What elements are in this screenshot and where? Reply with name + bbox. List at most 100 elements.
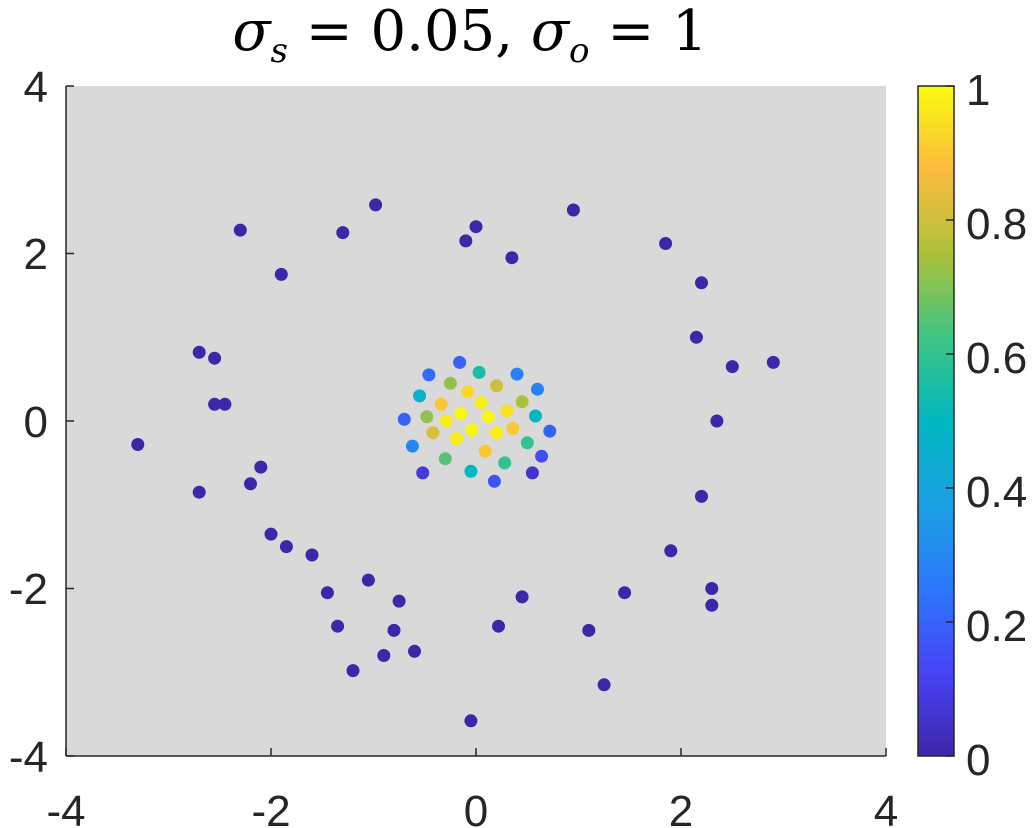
data-point	[274, 267, 288, 281]
y-tick-label: 4	[24, 63, 48, 112]
colorbar-tick-label: 0.8	[966, 200, 1027, 249]
colorbar-tick-label: 0	[966, 736, 990, 785]
data-point	[474, 396, 488, 410]
plot-area	[66, 86, 886, 756]
data-point	[487, 474, 501, 488]
data-point	[443, 376, 457, 390]
data-point	[336, 226, 350, 240]
data-point	[689, 330, 703, 344]
data-point	[566, 203, 580, 217]
data-point	[264, 527, 278, 541]
data-point	[439, 414, 453, 428]
data-point	[597, 678, 611, 692]
data-point	[490, 379, 503, 393]
title-text-2: = 1	[590, 0, 708, 64]
data-point	[515, 395, 529, 409]
data-point	[218, 397, 232, 411]
axis-ticks	[65, 85, 887, 757]
data-point	[413, 389, 427, 403]
data-point	[377, 649, 391, 662]
data-point	[387, 623, 401, 637]
data-point	[506, 422, 520, 435]
data-point	[416, 466, 430, 480]
data-point	[438, 452, 452, 466]
data-point	[331, 619, 345, 633]
title-subscript-2: o	[569, 31, 589, 71]
data-point	[320, 586, 334, 600]
data-point	[369, 198, 383, 212]
data-point	[525, 466, 539, 480]
x-tick-label: 0	[464, 787, 488, 828]
data-point	[464, 464, 478, 478]
data-point	[478, 444, 492, 458]
data-point	[505, 251, 519, 265]
data-point	[481, 410, 495, 424]
data-point	[279, 540, 293, 554]
colorbar-tick-label: 0.6	[966, 334, 1027, 383]
data-point	[531, 382, 544, 396]
x-tick-label: -4	[46, 787, 85, 828]
data-point	[664, 544, 678, 558]
chart-title: σs = 0.05, σo = 1	[232, 0, 707, 71]
data-point	[710, 414, 724, 428]
data-point	[510, 367, 524, 381]
data-point	[529, 409, 542, 423]
data-point	[422, 368, 436, 382]
data-point	[459, 234, 473, 248]
colorbar-tick-label: 1	[966, 66, 990, 115]
colorbar	[917, 85, 955, 757]
data-point	[543, 424, 557, 438]
data-point	[392, 594, 406, 608]
y-tick-label: -2	[9, 565, 48, 614]
data-point	[500, 404, 514, 418]
data-point	[705, 598, 719, 612]
data-point	[405, 439, 419, 453]
title-symbol-1: σ	[232, 0, 272, 64]
data-point	[695, 489, 708, 503]
data-point	[244, 477, 257, 491]
x-tick-label: -2	[251, 787, 290, 828]
data-point	[582, 623, 596, 637]
data-point	[695, 276, 708, 290]
data-point	[233, 223, 247, 237]
data-point	[254, 460, 268, 474]
y-tick-label: 2	[24, 230, 48, 279]
data-point	[520, 436, 534, 450]
colorbar-ticks	[946, 85, 954, 757]
y-tick-label: 0	[24, 398, 48, 447]
colorbar-tick-label: 0.4	[966, 468, 1027, 517]
title-subscript-1: s	[271, 31, 288, 71]
data-point	[454, 407, 468, 420]
data-point	[535, 449, 549, 463]
data-point	[420, 410, 434, 424]
data-point	[618, 586, 632, 600]
data-point	[453, 355, 467, 369]
y-tick-label: -4	[9, 733, 48, 782]
x-tick-label: 4	[874, 787, 898, 828]
data-points	[131, 198, 780, 728]
data-point	[192, 485, 206, 499]
x-tick-label: 2	[669, 787, 693, 828]
data-point	[464, 714, 478, 728]
data-point	[192, 345, 206, 359]
title-symbol-2: σ	[531, 0, 571, 64]
title-text-1: = 0.05,	[288, 0, 531, 64]
data-point	[397, 412, 411, 426]
data-point	[408, 644, 421, 658]
data-point	[131, 438, 145, 451]
data-point	[305, 548, 319, 562]
data-point	[492, 619, 505, 633]
data-point	[346, 664, 360, 678]
data-point	[208, 397, 222, 411]
data-point	[450, 432, 463, 446]
data-point	[490, 426, 503, 440]
data-point	[469, 220, 483, 234]
data-point	[426, 426, 440, 440]
data-point	[515, 590, 529, 604]
data-point	[472, 365, 486, 379]
data-point	[498, 456, 512, 470]
data-point	[465, 423, 479, 437]
data-point	[705, 582, 719, 595]
data-point	[461, 385, 475, 399]
